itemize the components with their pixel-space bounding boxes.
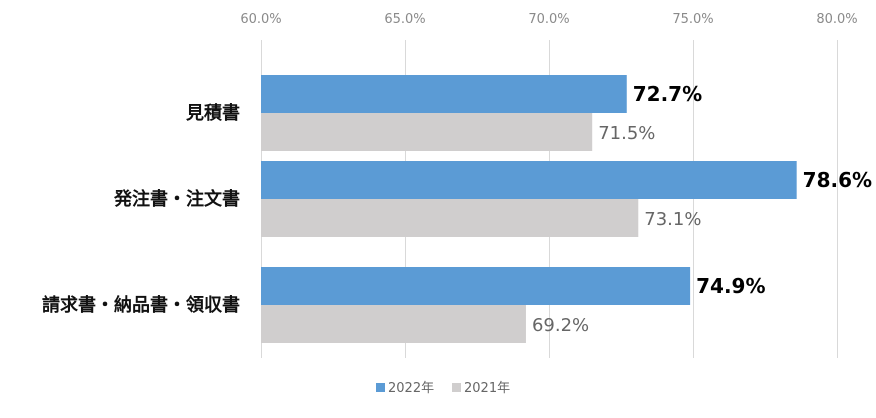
bar-2022-2 [261,267,691,305]
category-label-0: 見積書 [185,102,240,124]
value-label-2022-0: 72.7% [633,82,702,106]
bar-2021-0 [261,113,593,151]
value-label-2021-0: 71.5% [598,123,655,144]
value-label-2021-2: 69.2% [532,315,589,336]
legend: 2022年 2021年 [376,381,510,396]
x-tick-label-0: 60.0% [240,12,281,27]
legend-swatch-0 [376,383,385,392]
bar-2022-0 [261,75,627,113]
x-axis-ticks: 60.0% 65.0% 70.0% 75.0% 80.0% [240,12,857,27]
value-labels: 72.7% 71.5% 78.6% 73.1% 74.9% 69.2% [532,82,872,336]
legend-label-1: 2021年 [464,381,510,396]
x-tick-label-4: 80.0% [816,12,857,27]
category-label-2: 請求書・納品書・領収書 [42,294,240,316]
bar-2022-1 [261,161,797,199]
value-label-2022-1: 78.6% [803,168,872,192]
x-tick-label-3: 75.0% [672,12,713,27]
legend-label-0: 2022年 [388,381,434,396]
bar-2021-1 [261,199,639,237]
x-tick-label-2: 70.0% [528,12,569,27]
bars [261,75,797,343]
legend-swatch-1 [452,383,461,392]
value-label-2022-2: 74.9% [696,274,765,298]
bar-2021-2 [261,305,526,343]
value-label-2021-1: 73.1% [644,209,701,230]
x-tick-label-1: 65.0% [384,12,425,27]
category-label-1: 発注書・注文書 [113,188,240,210]
